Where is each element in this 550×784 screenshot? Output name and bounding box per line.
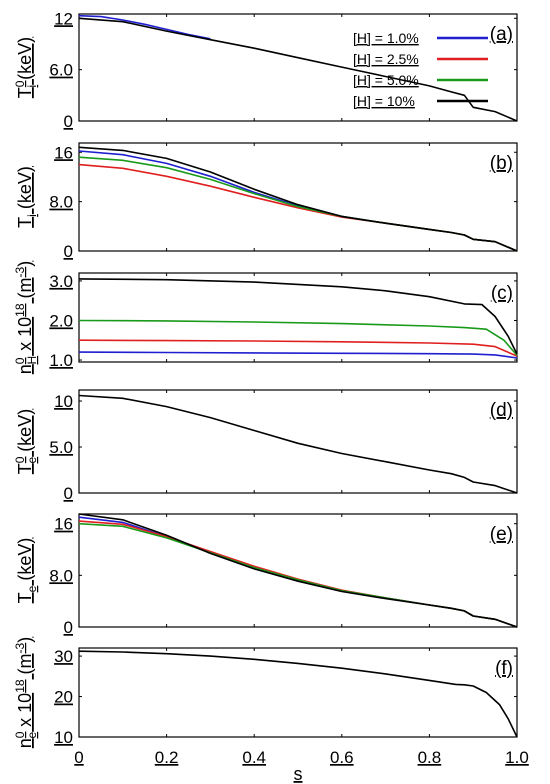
plot-frame [78, 142, 518, 252]
panel-label: (c) [491, 283, 513, 304]
legend-label: [H] = 5.0% [353, 72, 419, 88]
y-tick-label: 16 [54, 143, 73, 162]
y-tick-label: 1.0 [49, 351, 73, 370]
plot-frame [78, 13, 518, 122]
series-line [78, 351, 518, 359]
legend-label: [H] = 2.5% [353, 51, 419, 67]
series-line [78, 17, 518, 122]
x-tick-label: 0.4 [242, 748, 266, 767]
series-line [78, 522, 518, 628]
legend-label: [H] = 1.0% [353, 30, 419, 46]
series-line [78, 516, 518, 628]
y-axis-label: T0i (keV) [13, 37, 39, 98]
y-axis-label: Te (keV) [15, 538, 39, 604]
y-tick-label: 16 [54, 515, 73, 534]
y-tick-label: 0 [64, 112, 73, 131]
y-tick-label: 0 [64, 484, 73, 503]
panel-label: (a) [490, 24, 513, 45]
series-line [78, 513, 518, 628]
series-line [78, 150, 518, 252]
y-tick-label: 2.0 [49, 311, 73, 330]
series-line [78, 394, 518, 494]
panel-a: 0 6.0 12 (a) T0i (keV) [13, 9, 518, 131]
plot-frame [78, 647, 518, 738]
y-tick-label: 10 [54, 728, 73, 747]
series-line [78, 163, 518, 252]
x-tick-label: 0 [74, 748, 83, 767]
x-axis-label: s [294, 764, 303, 784]
y-tick-label: 3.0 [49, 272, 73, 291]
plot-frame [78, 272, 518, 363]
y-axis-label: n0e x 1018 (m-3) [13, 637, 39, 748]
panel-label: (f) [495, 658, 513, 679]
series-line [78, 339, 518, 357]
series-line [78, 146, 518, 252]
panel-label: (e) [490, 524, 513, 545]
legend: [H] = 1.0% [H] = 2.5% [H] = 5.0% [H] = 10% [353, 30, 488, 109]
plot-frame [78, 389, 518, 494]
series-line [78, 520, 518, 628]
panel-d: 0 5.0 10 (d) T0e (keV) [13, 389, 518, 503]
x-tick-label: 0.2 [155, 748, 179, 767]
y-tick-label: 10 [54, 392, 73, 411]
panel-e: 0 8.0 16 (e) Te (keV) [15, 513, 518, 637]
y-tick-label: 5.0 [49, 438, 73, 457]
legend-label: [H] = 10% [353, 93, 415, 109]
panel-label: (b) [490, 153, 513, 174]
panel-f: 10 20 30 (f) n0e x 1018 (m-3) [13, 637, 518, 748]
y-axis-label: T0e (keV) [13, 409, 39, 474]
panel-b: 0 8.0 16 (b) Ti (keV) [15, 142, 518, 261]
series-line [78, 319, 518, 356]
x-tick-label: 0.6 [330, 748, 354, 767]
y-tick-label: 8.0 [49, 566, 73, 585]
y-axis-label: Ti (keV) [15, 166, 39, 228]
y-tick-label: 12 [54, 9, 73, 28]
series-line [78, 650, 518, 738]
y-tick-label: 20 [54, 688, 73, 707]
y-axis-label: n0H x 1018 (m-3) [13, 261, 39, 374]
y-tick-label: 0 [64, 618, 73, 637]
x-tick-label: 0.8 [418, 748, 442, 767]
series-line [78, 14, 211, 40]
y-tick-label: 6.0 [49, 61, 73, 80]
y-tick-label: 8.0 [49, 193, 73, 212]
panel-label: (d) [490, 400, 513, 421]
plot-frame [78, 513, 518, 628]
y-tick-label: 0 [64, 242, 73, 261]
panel-c: 1.0 2.0 3.0 (c) n0H x 1018 (m-3) [13, 261, 518, 374]
y-tick-label: 30 [54, 647, 73, 666]
series-line [78, 278, 518, 355]
x-tick-label: 1.0 [505, 748, 529, 767]
